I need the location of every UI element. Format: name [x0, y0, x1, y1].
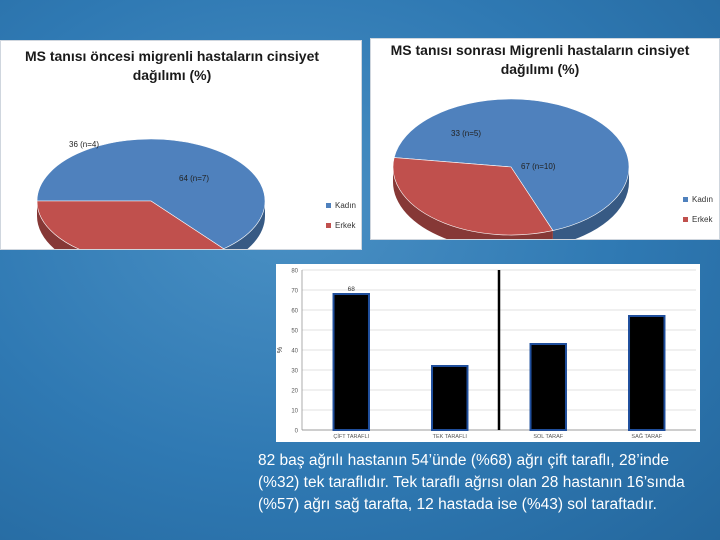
pie-plot: 64 (n=7) 36 (n=4)	[36, 138, 266, 249]
legend-item-erkek: Erkek	[326, 215, 356, 235]
bar	[332, 293, 370, 431]
y-tick-label: 0	[295, 429, 299, 435]
x-tick-label: SOL TARAF	[533, 434, 563, 440]
pie-data-label: 64 (n=7)	[179, 174, 209, 183]
pie-data-label: 36 (n=4)	[69, 140, 99, 149]
y-tick-label: 30	[291, 369, 298, 375]
legend-swatch	[326, 222, 331, 228]
legend-label: Kadın	[335, 200, 356, 210]
pie-data-label: 33 (n=5)	[451, 129, 481, 138]
legend: Kadın Erkek	[326, 195, 356, 235]
y-tick-label: 80	[291, 269, 298, 275]
x-tick-label: SAĞ TARAF	[631, 433, 662, 440]
pie-data-label: 67 (n=10)	[521, 162, 556, 171]
bar-chart-pain-side: 0 10 20 30 40 50 60 70 80% ÇİFT TARAFLI 68 TEK TARA…	[276, 264, 700, 442]
pie-plot: 67 (n=10) 33 (n=5)	[392, 98, 630, 239]
chart-title: MS tanısı sonrası Migrenli hastaların ci…	[390, 42, 690, 77]
y-tick-label: 60	[291, 309, 298, 315]
chart-title: MS tanısı öncesi migrenli hastaların cin…	[24, 48, 320, 83]
pie-chart-before-ms: MS tanısı öncesi migrenli hastaların cin…	[0, 40, 362, 250]
y-tick-label: 70	[291, 289, 298, 295]
legend-item-kadin: Kadın	[326, 195, 356, 215]
legend-item-erkek: Erkek	[683, 209, 713, 229]
legend-label: Kadın	[692, 194, 713, 204]
y-tick-label: 10	[291, 409, 298, 415]
bar-data-label: 68	[348, 286, 356, 293]
legend-swatch	[683, 216, 688, 222]
legend-label: Erkek	[692, 214, 713, 224]
legend: Kadın Erkek	[683, 189, 713, 229]
caption-text: 82 baş ağrılı hastanın 54’ünde (%68) ağr…	[258, 452, 685, 513]
x-tick-label: TEK TARAFLI	[433, 434, 468, 440]
pie-slice-side	[223, 201, 265, 249]
x-tick-label: ÇİFT TARAFLI	[333, 433, 369, 440]
legend-swatch	[326, 202, 331, 208]
y-tick-label: 20	[291, 389, 298, 395]
legend-swatch	[683, 196, 688, 202]
y-axis-label: %	[277, 347, 284, 353]
pie-chart-after-ms: MS tanısı sonrası Migrenli hastaların ci…	[370, 38, 720, 240]
bar	[628, 315, 666, 431]
legend-item-kadin: Kadın	[683, 189, 713, 209]
pie-slice-side	[393, 167, 553, 239]
bar	[431, 365, 469, 431]
bar	[529, 343, 567, 431]
legend-label: Erkek	[335, 220, 356, 230]
bar-plot: 0 10 20 30 40 50 60 70 80% ÇİFT TARAFLI 68 TEK TARA…	[277, 269, 696, 440]
pie-slice-side	[552, 167, 629, 239]
y-tick-label: 50	[291, 329, 298, 335]
pie-slice	[392, 157, 554, 236]
pie-slice	[36, 200, 225, 249]
pie-slice	[36, 138, 266, 249]
pie-slice-side	[37, 201, 224, 249]
pie-slice	[393, 98, 630, 231]
y-tick-label: 40	[291, 349, 298, 355]
